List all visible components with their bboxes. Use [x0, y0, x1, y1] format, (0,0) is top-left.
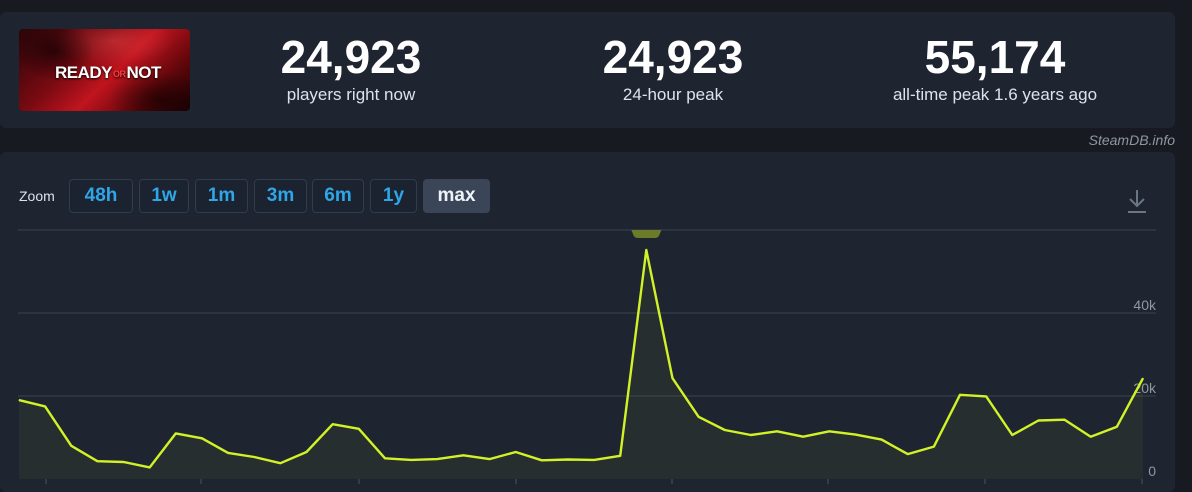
data-point — [907, 453, 909, 455]
data-point — [489, 458, 490, 460]
data-point — [227, 452, 229, 454]
stat-24h-peak: 24,923 24-hour peak — [558, 30, 788, 106]
logo-word-2: OR — [113, 68, 126, 79]
peak-24h-value: 24,923 — [602, 31, 744, 83]
current-players-label: players right now — [286, 85, 416, 104]
data-point — [1116, 426, 1118, 428]
zoom-6m-button[interactable]: 6m — [312, 179, 364, 213]
data-point — [750, 434, 752, 436]
data-point — [672, 377, 673, 379]
series-area — [19, 250, 1143, 479]
zoom-3m-button[interactable]: 3m — [254, 179, 307, 213]
data-point — [175, 432, 177, 434]
data-point — [306, 451, 307, 453]
data-point — [541, 459, 543, 461]
data-point — [149, 466, 151, 468]
data-point — [1011, 434, 1013, 436]
zoom-48h-button[interactable]: 48h — [69, 179, 133, 213]
current-players-value: 24,923 — [280, 31, 422, 83]
alltime-peak-label: all-time peak 1.6 years ago — [892, 85, 1098, 104]
data-point — [279, 462, 281, 464]
data-point — [855, 434, 856, 436]
game-thumbnail[interactable]: READYORNOT — [19, 29, 190, 111]
data-point — [881, 439, 883, 441]
data-point — [828, 430, 830, 432]
data-point — [776, 430, 778, 432]
download-icon[interactable] — [1126, 188, 1148, 214]
data-point — [933, 446, 935, 448]
data-point — [436, 458, 438, 460]
thumbnail-artwork — [19, 29, 190, 111]
logo-word-1: READY — [55, 63, 113, 82]
game-logo: READYORNOT — [55, 63, 161, 83]
data-point — [802, 436, 804, 438]
peak-marker — [631, 230, 662, 238]
stat-current-players: 24,923 players right now — [236, 30, 466, 106]
data-point — [567, 459, 569, 460]
data-point — [70, 445, 72, 447]
data-point — [698, 416, 700, 418]
data-point — [253, 456, 255, 458]
data-point — [201, 437, 203, 439]
steamdb-credit[interactable]: SteamDB.info — [1088, 132, 1175, 148]
data-point — [515, 451, 517, 453]
data-point — [1037, 420, 1039, 421]
data-point — [985, 395, 987, 397]
alltime-peak-value: 55,174 — [924, 31, 1066, 83]
data-point — [645, 249, 647, 251]
data-point — [44, 405, 46, 407]
data-point — [332, 423, 334, 425]
data-point — [1090, 436, 1092, 438]
data-point — [959, 394, 961, 396]
series-line — [18, 248, 1145, 469]
data-point — [1142, 377, 1144, 379]
zoom-1m-button[interactable]: 1m — [195, 179, 248, 213]
peak-24h-label: 24-hour peak — [622, 85, 724, 104]
data-point — [123, 461, 125, 463]
y-tick-label: 40k — [1133, 297, 1157, 313]
data-point — [384, 457, 386, 459]
stats-panel: READYORNOT 24,923 players right now 24,9… — [0, 12, 1175, 128]
zoom-1y-button[interactable]: 1y — [370, 179, 417, 213]
zoom-1w-button[interactable]: 1w — [139, 179, 189, 213]
data-point — [96, 460, 98, 462]
data-point — [18, 399, 20, 401]
data-point — [358, 428, 360, 430]
zoom-label: Zoom — [19, 188, 55, 204]
data-point — [593, 459, 595, 461]
stat-alltime-peak: 55,174 all-time peak 1.6 years ago — [860, 30, 1130, 106]
data-point — [462, 454, 464, 456]
logo-word-3: NOT — [126, 63, 162, 82]
zoom-max-button[interactable]: max — [423, 179, 490, 213]
data-point — [619, 455, 621, 457]
data-point — [724, 429, 726, 431]
data-point — [410, 459, 412, 461]
data-point — [1064, 419, 1066, 421]
y-tick-label: 0 — [1148, 463, 1156, 479]
